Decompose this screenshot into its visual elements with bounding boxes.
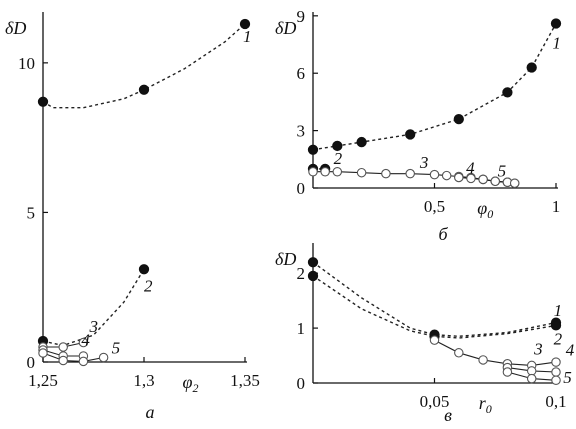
data-point-series-3	[441, 170, 452, 181]
curve-label-3: 3	[88, 317, 98, 336]
data-point-series-1	[502, 87, 513, 98]
data-point-series-3	[332, 166, 343, 177]
data-point-series-1	[138, 84, 150, 95]
data-point-series-1	[550, 18, 562, 29]
curve-label-5: 5	[498, 162, 507, 181]
x-tick-label: 0,05	[420, 392, 450, 411]
data-point-series-4	[454, 172, 464, 183]
series-line-1	[312, 23, 557, 151]
y-axis-label: δD	[275, 18, 296, 38]
y-tick-label: 2	[297, 264, 306, 283]
chart-panel-2: 0 3 6 9 0,5 1 δD φ0 б 1 2 3 4 5	[275, 7, 562, 244]
series-line-1	[42, 23, 246, 109]
data-point-series-5	[490, 176, 500, 187]
y-tick-label: 6	[297, 64, 306, 83]
curve-label-3: 3	[419, 153, 429, 172]
data-point-series-5	[58, 355, 68, 366]
y-tick-label: 5	[27, 203, 36, 222]
data-point-series-1	[526, 62, 537, 73]
data-point-series-1	[405, 129, 416, 140]
curve-label-1: 1	[243, 27, 252, 46]
data-point-series-3	[405, 168, 415, 179]
y-tick-label: 0	[27, 353, 36, 372]
data-point-series-3	[308, 166, 318, 177]
y-tick-label: 0	[297, 179, 306, 198]
x-axis-label: φ0	[477, 198, 493, 221]
data-point-series-3	[78, 337, 89, 348]
curve-label-4: 4	[81, 331, 90, 350]
x-tick-label: 1	[552, 197, 561, 216]
panel-label: а	[146, 402, 155, 422]
data-point-series-2	[138, 264, 150, 275]
data-point-series-3	[429, 169, 440, 180]
data-point-series-5	[502, 367, 513, 377]
data-point-series-5	[78, 356, 89, 367]
data-point-series-2	[550, 320, 562, 331]
panel-label: б	[438, 224, 448, 244]
data-point-series-5	[38, 348, 48, 358]
curve-label-4: 4	[466, 159, 475, 178]
data-point-series-1	[37, 96, 49, 107]
series-line-2	[42, 268, 145, 347]
data-point-series-1	[356, 136, 367, 148]
data-point-series-1	[453, 113, 464, 125]
data-point-series-3	[429, 335, 440, 345]
data-point-series-3	[58, 342, 68, 352]
data-point-series-3	[381, 168, 391, 179]
chart-panel-1: 0 5 10 1,25 1,3 1,35 δD φ2 а 1 2 34 5	[5, 12, 260, 422]
data-point-series-5	[478, 174, 488, 185]
y-tick-label: 3	[297, 122, 306, 141]
data-point-series-4	[466, 173, 476, 184]
data-point-series-5	[551, 375, 561, 386]
curve-label-5: 5	[112, 339, 121, 358]
data-point-series-1	[332, 140, 343, 152]
y-tick-label: 0	[297, 374, 306, 393]
curve-label-3: 3	[533, 339, 543, 358]
data-point-series-1	[307, 257, 319, 268]
curve-label-1: 1	[552, 33, 561, 52]
y-tick-label: 1	[297, 319, 306, 338]
y-tick-label: 10	[18, 54, 35, 73]
data-point-series-3	[454, 348, 464, 358]
curve-label-1: 1	[554, 301, 563, 320]
data-point-series-5	[509, 178, 520, 188]
series-line-5	[42, 352, 104, 362]
data-point-series-3	[320, 166, 330, 177]
x-tick-label: 1,3	[133, 371, 154, 390]
x-tick-label: 1,25	[28, 371, 58, 390]
data-point-series-1	[307, 144, 319, 155]
x-tick-label: 0,5	[424, 197, 445, 216]
x-axis-label: r0	[479, 393, 492, 416]
y-axis-label: δD	[5, 18, 26, 38]
data-point-series-4	[551, 367, 561, 377]
data-point-series-3	[478, 355, 488, 365]
y-axis-label: δD	[275, 249, 296, 269]
curve-label-2: 2	[144, 277, 153, 296]
series-line-1	[312, 261, 557, 338]
y-tick-label: 9	[297, 7, 306, 26]
curve-label-5: 5	[563, 368, 572, 387]
data-point-series-3	[356, 167, 367, 178]
x-tick-label: 1,35	[230, 371, 260, 390]
curve-label-4: 4	[566, 341, 575, 360]
curve-label-2: 2	[554, 330, 563, 349]
data-point-series-1	[239, 18, 251, 30]
x-axis-label: φ2	[183, 372, 199, 395]
series-line-2	[312, 275, 557, 339]
x-tick-label: 0,1	[545, 392, 566, 411]
data-point-series-3	[551, 357, 561, 367]
data-point-series-5	[98, 352, 109, 363]
data-point-series-5	[526, 373, 537, 384]
panel-label: в	[444, 405, 452, 425]
curve-label-2: 2	[334, 149, 343, 168]
data-point-series-2	[307, 270, 319, 282]
